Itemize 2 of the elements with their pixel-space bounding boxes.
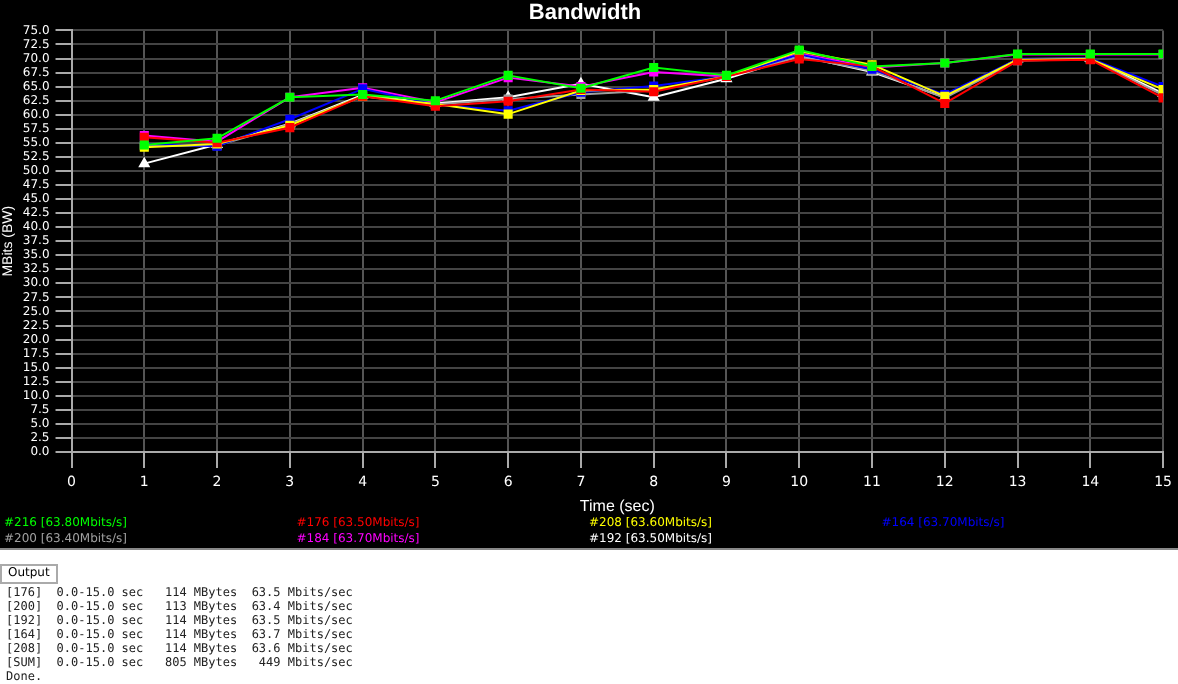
x-axis-title: Time (sec) xyxy=(579,496,656,515)
chart-title: Bandwidth xyxy=(528,1,642,26)
